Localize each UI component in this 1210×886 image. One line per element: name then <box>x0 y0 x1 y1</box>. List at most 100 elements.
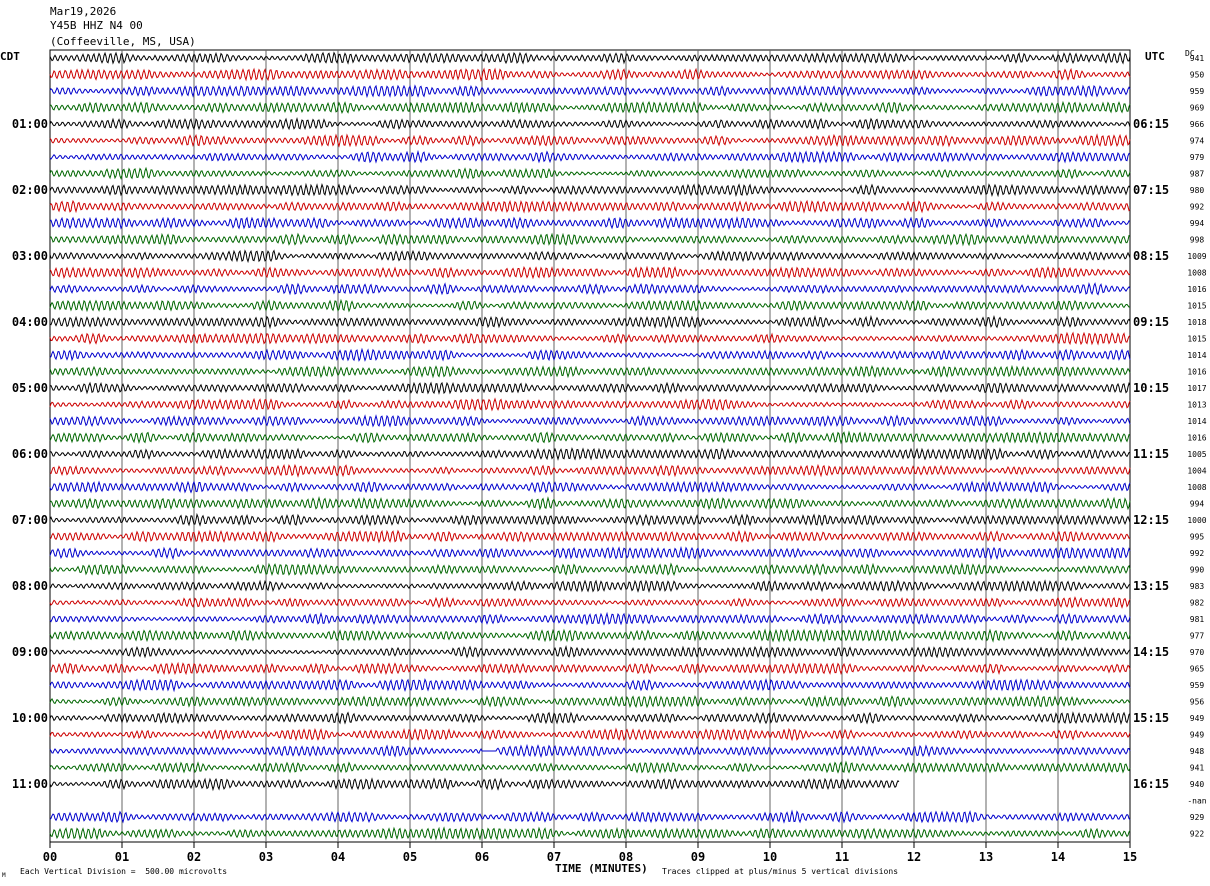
seismic-trace <box>49 265 1131 280</box>
seismic-trace <box>49 447 1131 461</box>
left-hour-label: 09:00 <box>12 645 48 659</box>
dc-offset-label: 1000 <box>1187 516 1206 525</box>
dc-offset-label: 949 <box>1190 714 1205 723</box>
left-hour-label: 01:00 <box>12 117 48 131</box>
dc-offset-label: 1015 <box>1187 302 1206 311</box>
corner-mark: M <box>2 872 6 879</box>
seismic-trace <box>49 430 1130 445</box>
x-tick-label: 04 <box>331 850 345 864</box>
dc-offset-label: 994 <box>1190 219 1205 228</box>
dc-offset-label: 1005 <box>1187 450 1206 459</box>
dc-header-label: DC <box>1185 49 1195 58</box>
seismic-trace <box>49 727 1131 742</box>
left-hour-label: 06:00 <box>12 447 48 461</box>
x-tick-label: 12 <box>907 850 921 864</box>
x-tick-label: 10 <box>763 850 777 864</box>
x-tick-label: 13 <box>979 850 993 864</box>
x-tick-label: 02 <box>187 850 201 864</box>
seismic-trace <box>49 298 1131 313</box>
right-hour-label: 15:15 <box>1133 711 1169 725</box>
right-hour-label: 08:15 <box>1133 249 1169 263</box>
dc-offset-label: 979 <box>1190 153 1205 162</box>
x-tick-label: 05 <box>403 850 417 864</box>
scale-note: Each Vertical Division = 500.00 microvol… <box>20 867 228 876</box>
seismic-trace <box>49 149 1131 164</box>
dc-offset-label: 1016 <box>1187 285 1206 294</box>
dc-offset-label: 981 <box>1190 615 1205 624</box>
left-hour-label: 07:00 <box>12 513 48 527</box>
clip-note: Traces clipped at plus/minus 5 vertical … <box>662 867 899 876</box>
right-hour-label: 13:15 <box>1133 579 1169 593</box>
seismic-trace <box>49 100 1131 115</box>
dc-offset-label: 922 <box>1190 830 1205 839</box>
dc-offset-label: 1008 <box>1187 483 1206 492</box>
dc-offset-label: 950 <box>1190 71 1205 80</box>
dc-offset-label: 990 <box>1190 566 1205 575</box>
seismic-trace <box>49 347 1131 362</box>
dc-offset-label: 1014 <box>1187 351 1206 360</box>
seismic-trace <box>49 364 1131 379</box>
left-timezone-label: CDT <box>0 50 20 63</box>
seismic-trace <box>49 496 1131 511</box>
seismic-trace <box>49 628 1131 643</box>
left-hour-label: 08:00 <box>12 579 48 593</box>
right-hour-label: 14:15 <box>1133 645 1169 659</box>
left-hour-label: 10:00 <box>12 711 48 725</box>
dc-offset-label: 956 <box>1190 698 1205 707</box>
station-title: Y45B HHZ N4 00 <box>50 19 143 32</box>
dc-offset-label: 966 <box>1190 120 1205 129</box>
seismic-trace <box>49 51 1131 65</box>
seismic-trace <box>49 414 1131 428</box>
right-timezone-label: UTC <box>1145 50 1165 63</box>
right-hour-label: 07:15 <box>1133 183 1169 197</box>
right-hour-label: 06:15 <box>1133 117 1169 131</box>
right-hour-label: 16:15 <box>1133 777 1169 791</box>
seismic-trace <box>49 760 1131 774</box>
x-tick-label: 00 <box>43 850 57 864</box>
x-tick-label: 15 <box>1123 850 1137 864</box>
x-tick-label: 06 <box>475 850 489 864</box>
dc-offset-label: 1016 <box>1187 368 1206 377</box>
right-hour-label: 10:15 <box>1133 381 1169 395</box>
seismic-trace <box>49 694 1131 709</box>
seismic-trace <box>49 199 1131 214</box>
seismic-trace <box>49 216 1131 230</box>
seismic-trace <box>49 397 1131 412</box>
x-tick-label: 11 <box>835 850 849 864</box>
dc-offset-label: 1018 <box>1187 318 1206 327</box>
dc-offset-label: 977 <box>1190 632 1205 641</box>
right-hour-label: 09:15 <box>1133 315 1169 329</box>
seismic-trace <box>49 644 1131 659</box>
dc-offset-label: 1017 <box>1187 384 1206 393</box>
seismic-trace <box>49 611 1131 626</box>
seismic-trace <box>49 67 1131 82</box>
seismic-trace <box>49 529 1131 544</box>
dc-offset-label: 980 <box>1190 186 1205 195</box>
dc-offset-label: 992 <box>1190 549 1205 558</box>
dc-offset-label: 1004 <box>1187 467 1206 476</box>
right-hour-label: 11:15 <box>1133 447 1169 461</box>
dc-offset-label: 987 <box>1190 170 1205 179</box>
x-axis-title: TIME (MINUTES) <box>555 862 648 875</box>
dc-offset-label: 1015 <box>1187 335 1206 344</box>
seismic-trace <box>49 743 1131 758</box>
seismic-trace <box>49 579 1131 594</box>
date-title: Mar19,2026 <box>50 5 117 18</box>
seismic-trace <box>49 133 1131 148</box>
dc-offset-label: 940 <box>1190 780 1205 789</box>
dc-offset-label: 1014 <box>1187 417 1206 426</box>
left-hour-label: 03:00 <box>12 249 48 263</box>
dc-offset-label: 1008 <box>1187 269 1206 278</box>
seismic-trace <box>49 661 1131 676</box>
seismic-trace <box>49 84 1131 99</box>
seismic-trace <box>49 546 1131 561</box>
dc-offset-label: 959 <box>1190 87 1205 96</box>
dc-offset-label: 969 <box>1190 104 1205 113</box>
seismic-trace <box>49 282 1131 296</box>
seismic-trace <box>49 777 900 792</box>
left-hour-label: 05:00 <box>12 381 48 395</box>
dc-offset-label: 948 <box>1190 747 1205 756</box>
seismic-trace <box>49 512 1131 527</box>
seismic-trace <box>49 711 1131 726</box>
dc-offset-label: 941 <box>1190 764 1205 773</box>
